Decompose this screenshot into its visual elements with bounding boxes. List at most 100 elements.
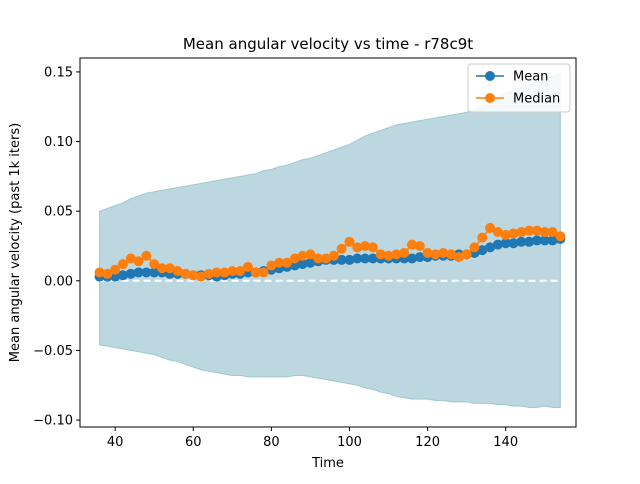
y-tick-label: 0.00	[44, 274, 73, 289]
median-point	[360, 240, 371, 251]
median-point	[172, 266, 183, 277]
chart-title: Mean angular velocity vs time - r78c9t	[183, 35, 473, 53]
x-axis-ticks: 40 60 80 100 120 140	[107, 427, 518, 450]
median-point	[141, 250, 152, 261]
median-point	[305, 249, 316, 260]
mean-point	[508, 238, 519, 249]
y-tick-label: 0.15	[44, 65, 73, 80]
mean-point	[141, 267, 152, 278]
plot-frame	[79, 57, 577, 428]
median-point	[531, 225, 542, 236]
mean-point	[485, 242, 496, 253]
median-point	[321, 253, 332, 264]
y-tick-label: 0.05	[44, 205, 73, 220]
median-point	[188, 270, 199, 281]
median-point	[133, 256, 144, 267]
legend: Mean Median	[467, 63, 571, 113]
median-point	[492, 227, 503, 238]
median-point	[180, 268, 191, 279]
median-point	[485, 222, 496, 233]
mean-point	[352, 253, 363, 264]
mean-point	[117, 270, 128, 281]
median-point	[289, 253, 300, 264]
mean-point	[360, 253, 371, 264]
median-point	[352, 242, 363, 253]
median-point	[399, 247, 410, 258]
mean-point	[406, 253, 417, 264]
median-point	[461, 249, 472, 260]
spread-band-layer	[99, 72, 561, 409]
median-point	[539, 227, 550, 238]
mean-point	[344, 254, 355, 265]
mean-point	[477, 245, 488, 256]
median-point	[438, 247, 449, 258]
median-point	[110, 264, 121, 275]
mean-point	[149, 267, 160, 278]
median-point	[336, 243, 347, 254]
mean-point	[492, 239, 503, 250]
median-point	[235, 266, 246, 277]
x-tick-label: 60	[185, 435, 202, 450]
median-point	[516, 227, 527, 238]
median-point	[94, 267, 105, 278]
median-point	[391, 249, 402, 260]
median-point	[203, 268, 214, 279]
median-point	[375, 249, 386, 260]
median-point	[430, 249, 441, 260]
spread-band	[99, 72, 561, 409]
legend-median-label: Median	[513, 92, 560, 107]
x-tick-label: 100	[337, 435, 362, 450]
series-layer	[94, 222, 566, 282]
median-point	[422, 247, 433, 258]
mean-point	[297, 259, 308, 270]
mean-point	[500, 238, 511, 249]
mean-point	[516, 236, 527, 247]
mean-point	[289, 260, 300, 271]
median-point	[242, 261, 253, 272]
y-axis-ticks: −0.10 −0.05 0.00 0.05 0.10 0.15	[33, 65, 80, 429]
median-point	[453, 252, 464, 263]
median-point	[477, 232, 488, 243]
median-point	[211, 267, 222, 278]
mean-point	[305, 257, 316, 268]
median-point	[414, 240, 425, 251]
mean-point	[125, 268, 136, 279]
median-point	[313, 253, 324, 264]
mean-point	[414, 252, 425, 263]
median-point	[266, 260, 277, 271]
median-point	[328, 250, 339, 261]
median-point	[258, 267, 269, 278]
median-point	[149, 259, 160, 270]
legend-median-marker	[485, 93, 495, 103]
median-point	[274, 257, 285, 268]
median-point	[500, 229, 511, 240]
median-point	[164, 263, 175, 274]
median-point	[524, 225, 535, 236]
y-tick-label: 0.10	[44, 135, 73, 150]
y-tick-label: −0.05	[33, 344, 73, 359]
median-point	[508, 228, 519, 239]
mean-point	[133, 267, 144, 278]
median-point	[344, 236, 355, 247]
median-point	[157, 263, 168, 274]
median-point	[555, 231, 566, 242]
x-tick-label: 140	[493, 435, 518, 450]
mean-point	[531, 235, 542, 246]
x-tick-label: 80	[263, 435, 280, 450]
median-point	[281, 257, 292, 268]
legend-mean-marker	[485, 71, 495, 81]
mean-point	[524, 236, 535, 247]
mean-point	[547, 235, 558, 246]
median-point	[406, 239, 417, 250]
legend-mean-label: Mean	[513, 70, 548, 85]
median-point	[102, 268, 113, 279]
median-point	[125, 253, 136, 264]
median-point	[297, 250, 308, 261]
median-point	[196, 271, 207, 282]
x-axis-label: Time	[311, 456, 344, 471]
y-tick-label: −0.10	[33, 414, 73, 429]
x-tick-label: 120	[415, 435, 440, 450]
median-point	[117, 259, 128, 270]
